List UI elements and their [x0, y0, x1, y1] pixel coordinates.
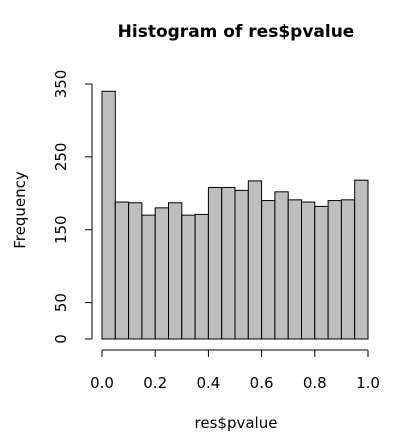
histogram-bar — [168, 202, 183, 340]
histogram-bar — [274, 191, 289, 340]
x-tick-label: 0.2 — [143, 374, 167, 392]
histogram-bar — [340, 199, 356, 340]
histogram-bar — [327, 200, 342, 340]
x-tick-label: 1.0 — [356, 374, 380, 392]
histogram-bar — [141, 214, 156, 340]
y-axis-label: Frequency — [11, 171, 29, 249]
histogram-bar — [354, 179, 369, 340]
x-axis-label: res$pvalue — [195, 414, 278, 432]
histogram-bar — [314, 205, 329, 340]
y-tick-label: 50 — [52, 293, 70, 312]
histogram-bar — [194, 213, 209, 340]
histogram-bar — [128, 202, 143, 340]
x-tick-label: 0.4 — [196, 374, 220, 392]
y-axis: 0 50 150 250 350 — [52, 70, 93, 344]
x-tick-label: 0.0 — [90, 374, 114, 392]
x-tick-label: 0.8 — [303, 374, 327, 392]
histogram-bar — [287, 199, 303, 340]
histogram-bar — [261, 200, 276, 340]
histogram-bar — [301, 201, 316, 340]
histogram-bar — [234, 189, 249, 340]
histogram-bar — [154, 207, 169, 340]
histogram-bar — [247, 180, 263, 340]
histogram-bar — [101, 90, 116, 340]
histogram-bar — [181, 214, 196, 340]
y-tick-label: 350 — [52, 70, 70, 99]
x-tick-label: 0.6 — [250, 374, 274, 392]
bars-group — [101, 90, 369, 340]
histogram-bar — [207, 186, 223, 340]
y-tick-label: 150 — [52, 215, 70, 244]
y-tick-label: 250 — [52, 143, 70, 172]
y-tick-label: 0 — [52, 334, 70, 344]
histogram-bar — [221, 186, 236, 340]
x-axis: 0.0 0.2 0.4 0.6 0.8 1.0 — [90, 349, 380, 392]
chart-title: Histogram of res$pvalue — [118, 22, 355, 42]
histogram-bar — [114, 201, 130, 340]
